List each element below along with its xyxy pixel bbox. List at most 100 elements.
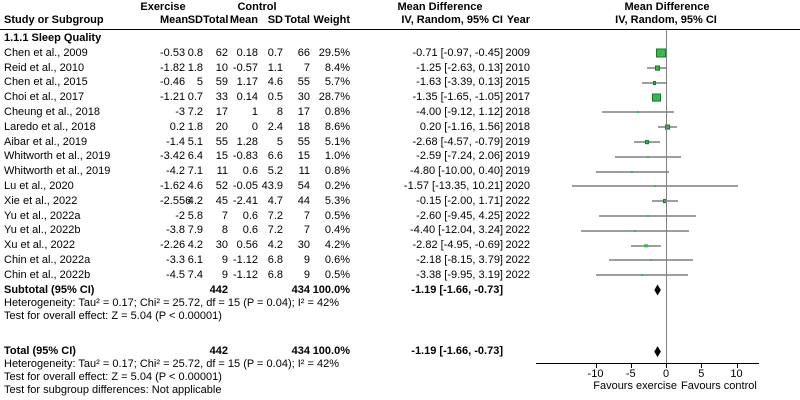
zero-effect-line — [665, 29, 667, 364]
effect-square-marker — [631, 170, 634, 173]
weight-value: 5.1% — [324, 135, 350, 148]
year-value: 2010 — [505, 61, 530, 74]
weight-value: 8.4% — [324, 61, 350, 74]
control-mean-value: -0.83 — [232, 150, 258, 163]
axis-tick-label: -10 — [587, 367, 604, 380]
effect-square-marker — [636, 111, 639, 114]
subtotal-plot-cell — [532, 283, 800, 298]
study-name: Choi et al., 2017 — [4, 91, 85, 104]
empty-cell — [185, 283, 203, 298]
group-header-row: Exercise Control Mean Difference Mean Di… — [0, 0, 800, 14]
exercise-sd-value: 1.8 — [187, 120, 203, 133]
exercise-sd-value: 6.1 — [187, 253, 203, 266]
control-sd-value: 5 — [276, 135, 283, 148]
forest-plot-cell — [532, 238, 800, 253]
study-name: Whitworth et al., 2019 — [4, 150, 111, 163]
control-sd-value: 4.2 — [267, 239, 283, 252]
total-control-total: 434 — [291, 344, 310, 357]
subtotal-md-ci: -1.19 [-1.66, -0.73] — [411, 283, 503, 296]
total-md-ci: -1.19 [-1.66, -0.73] — [411, 344, 503, 357]
weight-value: 0.4% — [324, 224, 350, 237]
exercise-mean-value: -2.556 — [160, 194, 192, 207]
control-sd-value: 6.8 — [267, 268, 283, 281]
effect-square-marker — [644, 243, 648, 248]
axis-tick — [736, 363, 738, 368]
md-ci-value: -1.35 [-1.65, -1.05] — [412, 91, 504, 104]
forest-plot-cell — [532, 268, 800, 283]
control-total-value: 11 — [298, 165, 310, 178]
effect-square-marker — [653, 185, 656, 188]
weight-value: 0.5% — [324, 209, 350, 222]
exercise-total-value: 20 — [215, 120, 228, 133]
col-weight-header: Weight — [313, 14, 350, 26]
weight-value: 4.2% — [324, 239, 350, 252]
col-exercise-mean-header: Mean — [160, 14, 189, 26]
control-total-value: 54 — [297, 179, 310, 192]
table-row: Chin et al., 2022b -4.5 7.4 9 -1.12 6.8 … — [0, 268, 800, 283]
total-row: Total (95% CI) 442 434 100.0% -1.19 [-1.… — [0, 345, 800, 359]
total-heterogeneity-text: Heterogeneity: Tau² = 0.17; Chi² = 25.72… — [4, 358, 339, 371]
axis-tick — [595, 363, 597, 368]
control-total-value: 55 — [297, 135, 310, 148]
year-value: 2017 — [505, 91, 530, 104]
col-control-sd-header: SD — [267, 14, 283, 26]
subtotal-heterogeneity-text: Heterogeneity: Tau² = 0.17; Chi² = 25.72… — [4, 297, 339, 310]
control-total-value: 17 — [297, 105, 310, 118]
year-value: 2022 — [505, 209, 530, 222]
exercise-total-value: 52 — [215, 179, 228, 192]
table-row: Yu et al., 2022a -2 5.8 7 0.6 7.2 7 0.5%… — [0, 209, 800, 224]
exercise-mean-value: -2.26 — [160, 239, 186, 252]
study-name: Chen et al., 2015 — [4, 76, 88, 89]
control-mean-value: -1.12 — [232, 268, 258, 281]
weight-value: 28.7% — [318, 91, 350, 104]
exercise-total-value: 7 — [221, 209, 228, 222]
table-row: Choi et al., 2017 -1.21 0.7 33 0.14 0.5 … — [0, 90, 800, 105]
col-control-total-header: Total — [284, 14, 310, 26]
control-mean-value: -1.12 — [232, 253, 258, 266]
total-exercise-total: 442 — [209, 344, 228, 357]
subgroup-label: 1.1.1 Sleep Quality — [4, 31, 102, 44]
empty-cell — [228, 345, 258, 359]
control-total-value: 15 — [297, 150, 310, 163]
subtotal-weight: 100.0% — [312, 283, 350, 296]
exercise-total-value: 9 — [221, 268, 228, 281]
year-value: 2009 — [505, 46, 530, 59]
table-row: Xie et al., 2022 -2.556 4.2 45 -2.41 4.7… — [0, 194, 800, 209]
study-name: Yu et al., 2022a — [4, 209, 81, 222]
exercise-sd-value: 0.8 — [187, 46, 203, 59]
control-mean-value: 1.28 — [236, 135, 258, 148]
empty-cell — [185, 345, 203, 359]
study-rows-container: Chen et al., 2009 -0.53 0.8 62 0.18 0.7 … — [0, 46, 800, 283]
exercise-sd-value: 5.1 — [187, 135, 203, 148]
exercise-sd-value: 7.1 — [187, 165, 203, 178]
forest-plot-cell — [532, 135, 800, 150]
control-total-value: 18 — [297, 120, 310, 133]
exercise-sd-value: 0.7 — [187, 91, 203, 104]
exercise-mean-value: -0.53 — [160, 46, 186, 59]
forest-plot-cell — [532, 120, 800, 135]
year-value: 2022 — [505, 194, 530, 207]
control-sd-value: 7.2 — [267, 224, 283, 237]
control-mean-value: 1 — [251, 105, 258, 118]
control-sd-value: 43.9 — [261, 179, 283, 192]
empty-cell — [258, 283, 283, 298]
total-label: Total (95% CI) — [4, 344, 76, 357]
md-ci-value: -1.57 [-13.35, 10.21] — [403, 179, 503, 192]
year-value: 2018 — [505, 120, 530, 133]
axis-tick-label: 5 — [698, 367, 705, 380]
study-name: Xie et al., 2022 — [4, 194, 78, 207]
axis-tick — [701, 363, 703, 368]
study-name: Laredo et al., 2018 — [4, 120, 96, 133]
control-sd-value: 8 — [276, 105, 283, 118]
weight-value: 0.8% — [324, 165, 350, 178]
md-ci-value: 0.20 [-1.16, 1.56] — [419, 120, 503, 133]
study-name: Lu et al., 2020 — [4, 179, 74, 192]
control-total-value: 30 — [297, 239, 310, 252]
exercise-total-value: 9 — [221, 253, 228, 266]
study-name: Chin et al., 2022a — [4, 253, 91, 266]
effect-square-marker — [656, 48, 666, 58]
year-value: 2022 — [505, 268, 530, 281]
md-ci-value: -3.38 [-9.95, 3.19] — [416, 268, 503, 281]
md-ci-value: -4.40 [-12.04, 3.24] — [410, 224, 503, 237]
